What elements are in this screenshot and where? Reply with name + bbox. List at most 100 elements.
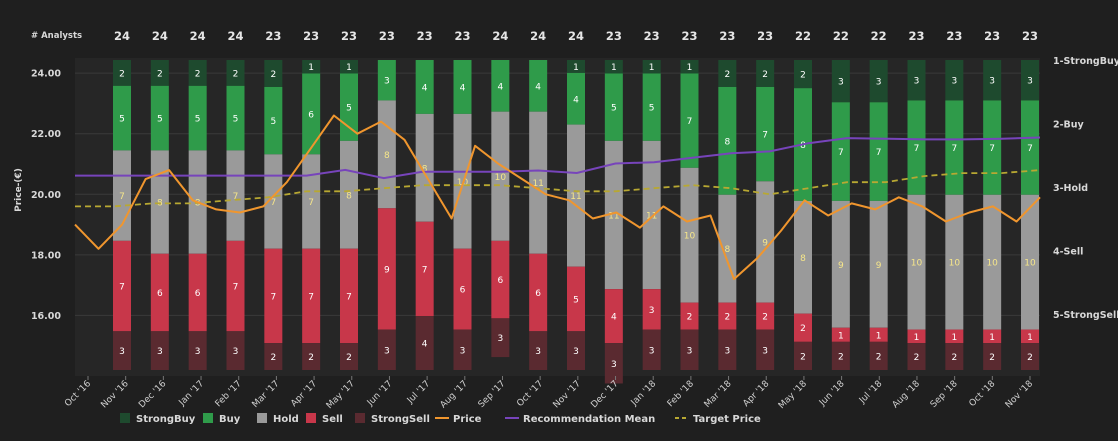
bar-segment-strongbuy (831, 60, 850, 103)
analyst-count-label: 22 (833, 29, 849, 43)
bar-value-label: 3 (535, 347, 541, 357)
bar-segment-hold (642, 140, 661, 290)
bar-segment-buy (453, 60, 472, 114)
bar-segment-buy (869, 102, 888, 201)
bar-value-label: 8 (384, 151, 390, 161)
analyst-count-label: 23 (719, 29, 735, 43)
bar-value-label: 3 (573, 347, 579, 357)
bar-segment-hold (945, 194, 964, 330)
price-line (74, 114, 1041, 281)
analyst-count-label: 23 (757, 29, 773, 43)
analyst-count-label: 22 (795, 29, 811, 43)
bar-value-label: 8 (800, 254, 806, 264)
bar-segment-sell (150, 253, 169, 332)
bar-segment-hold (869, 200, 888, 328)
bar-value-label: 1 (308, 63, 314, 73)
bar-value-label: 2 (233, 69, 239, 79)
bar-segment-buy (529, 60, 548, 112)
bar-segment-strongbuy (1021, 60, 1039, 101)
bar-value-label: 1 (573, 63, 579, 73)
bar-segment-strongsell (567, 331, 585, 370)
bar-segment-strongbuy (983, 60, 1002, 101)
bar-segment-sell (604, 289, 623, 344)
bar-value-label: 6 (460, 286, 466, 296)
bar-segment-strongsell (453, 329, 472, 370)
target-price-line (75, 169, 1041, 208)
bar-value-label: 7 (270, 292, 276, 302)
bar-value-label: 7 (914, 144, 920, 154)
bar-segment-sell (377, 208, 396, 330)
bar-segment-buy (226, 85, 245, 151)
bar-segment-strongbuy (340, 60, 358, 74)
bar-segment-sell (491, 240, 510, 319)
bar-segment-buy (680, 73, 699, 168)
bar-value-label: 1 (346, 63, 352, 73)
analyst-count-label: 23 (946, 29, 962, 43)
bar-value-label: 4 (535, 82, 541, 92)
bar-segment-hold (226, 150, 245, 241)
bar-value-label: 7 (1027, 144, 1033, 154)
bar-value-label: 2 (914, 353, 920, 363)
bar-segment-sell (529, 253, 548, 332)
bar-value-label: 7 (346, 292, 352, 302)
legend-label: Sell (322, 414, 343, 425)
bar-value-label: 2 (989, 353, 995, 363)
legend-label: StrongBuy (136, 414, 196, 425)
bar-segment-sell (831, 327, 850, 342)
bar-value-label: 3 (233, 347, 239, 357)
bar-segment-strongsell (529, 331, 548, 370)
bar-segment-strongsell (415, 316, 434, 370)
bar-value-label: 9 (762, 238, 768, 248)
bar-value-label: 5 (119, 115, 125, 125)
analysts-label: # Analysts (31, 31, 82, 41)
bar-segment-strongsell (794, 341, 812, 370)
analyst-count-label: 24 (227, 29, 243, 43)
bar-segment-buy (907, 100, 926, 195)
analyst-count-label: 24 (492, 29, 508, 43)
bar-value-label: 5 (270, 117, 276, 127)
bar-segment-strongsell (491, 318, 510, 358)
analyst-count-label: 24 (152, 29, 168, 43)
bar-segment-strongbuy (302, 60, 321, 74)
bar-value-label: 11 (570, 192, 581, 202)
bar-segment-sell (453, 248, 472, 330)
bar-segment-sell (869, 327, 888, 342)
bar-value-label: 10 (495, 173, 507, 183)
bar-segment-strongsell (945, 343, 964, 370)
bar-segment-strongsell (604, 343, 623, 384)
bar-value-label: 2 (195, 69, 201, 79)
bar-value-label: 2 (800, 71, 806, 81)
bar-segment-strongbuy (604, 60, 623, 74)
bar-segment-strongbuy (642, 60, 661, 74)
bar-value-label: 1 (876, 331, 882, 341)
bar-segment-sell (756, 302, 775, 330)
bar-value-label: 5 (157, 115, 163, 125)
y-tick-label: 24.00 (31, 69, 61, 80)
bar-segment-strongsell (907, 343, 926, 370)
bar-value-label: 1 (611, 63, 617, 73)
legend-swatch-hold (257, 413, 267, 423)
bar-segment-sell (983, 329, 1002, 344)
bar-segment-strongbuy (945, 60, 964, 101)
bar-value-label: 9 (876, 261, 882, 271)
bar-value-label: 2 (762, 313, 768, 323)
bar-segment-buy (567, 72, 585, 125)
bar-segment-strongsell (756, 329, 775, 370)
y-tick-label: 16.00 (31, 311, 61, 322)
bar-value-label: 3 (384, 77, 390, 87)
bar-value-label: 11 (608, 212, 619, 222)
bar-value-label: 4 (422, 340, 428, 350)
bar-value-label: 6 (535, 289, 541, 299)
bar-value-label: 3 (460, 346, 466, 356)
legend-label: Hold (273, 414, 299, 425)
bar-value-label: 3 (762, 346, 768, 356)
bar-segment-buy (983, 100, 1002, 195)
bar-segment-strongbuy (567, 60, 585, 73)
y-tick-label: 22.00 (31, 129, 61, 140)
bar-segment-hold (604, 140, 623, 290)
bar-value-label: 1 (951, 333, 957, 343)
rating-axis-label: 3-Hold (1053, 183, 1088, 194)
bar-segment-sell (302, 248, 321, 344)
bar-value-label: 3 (724, 346, 730, 356)
